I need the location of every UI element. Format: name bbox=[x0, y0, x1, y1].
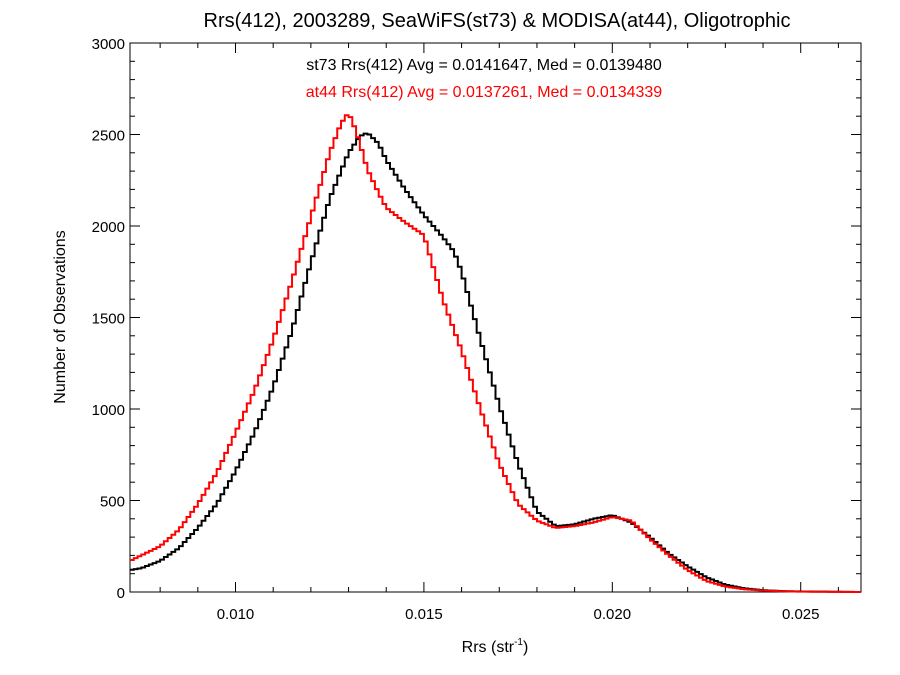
x-axis: 0.010 0.015 0.020 0.025 bbox=[159, 43, 839, 623]
chart-title: Rrs(412), 2003289, SeaWiFS(st73) & MODIS… bbox=[204, 10, 791, 32]
x-tick-label: 0.025 bbox=[782, 606, 820, 623]
y-tick-label: 0 bbox=[117, 585, 125, 602]
series-at44-line bbox=[130, 114, 861, 593]
y-tick-label: 2500 bbox=[92, 128, 125, 145]
plot-frame bbox=[129, 42, 862, 593]
series-layer bbox=[130, 114, 861, 593]
y-tick-label: 3000 bbox=[92, 36, 125, 53]
x-axis-label-main: Rrs (str bbox=[462, 639, 515, 656]
x-axis-label-tail: ) bbox=[523, 639, 528, 656]
x-tick-label: 0.010 bbox=[217, 606, 255, 623]
y-tick-label: 1500 bbox=[92, 311, 125, 328]
series-st73-line bbox=[130, 132, 861, 593]
y-axis: 0 500 1000 1500 2000 2500 3000 bbox=[92, 36, 861, 602]
x-tick-label: 0.015 bbox=[405, 606, 443, 623]
y-tick-label: 500 bbox=[100, 494, 125, 511]
y-tick-label: 2000 bbox=[92, 219, 125, 236]
x-axis-label: Rrs (str-1) bbox=[462, 637, 529, 656]
y-tick-label: 1000 bbox=[92, 402, 125, 419]
x-axis-label-sup: -1 bbox=[514, 637, 523, 648]
annotation-at44: at44 Rrs(412) Avg = 0.0137261, Med = 0.0… bbox=[306, 84, 663, 101]
y-axis-label: Number of Observations bbox=[52, 230, 69, 403]
annotation-st73: st73 Rrs(412) Avg = 0.0141647, Med = 0.0… bbox=[306, 57, 662, 74]
x-tick-label: 0.020 bbox=[594, 606, 632, 623]
